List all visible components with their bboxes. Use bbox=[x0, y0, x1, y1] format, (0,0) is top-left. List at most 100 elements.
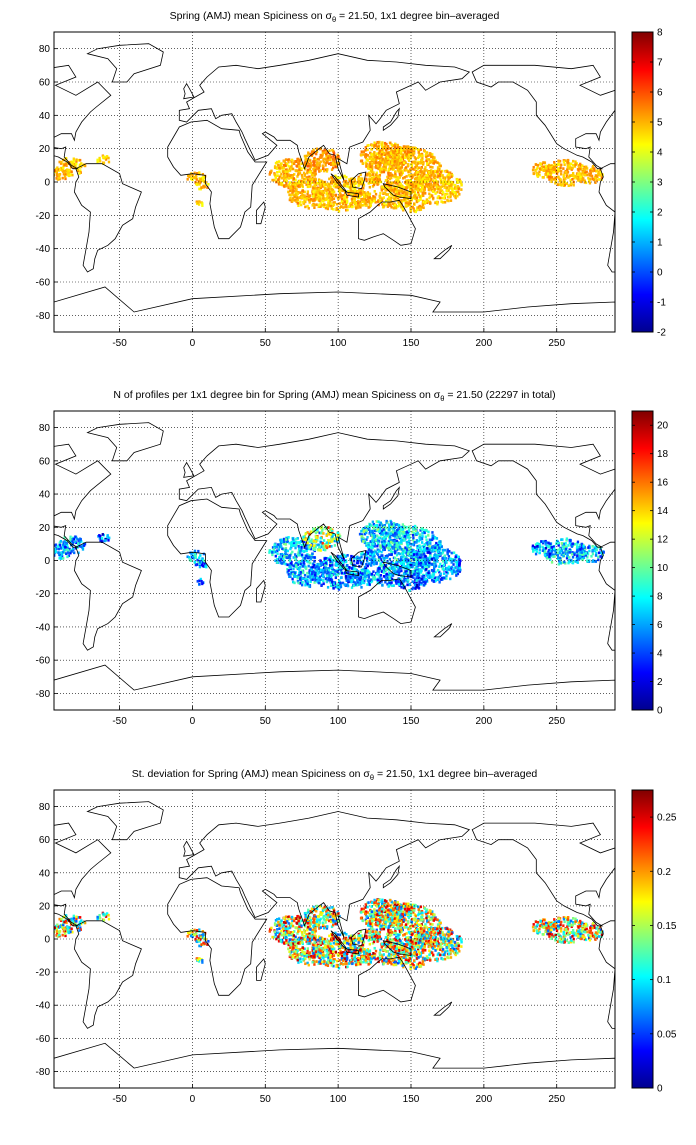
data-cell bbox=[418, 185, 420, 188]
data-cell bbox=[381, 151, 383, 154]
data-cell bbox=[371, 539, 373, 542]
data-cell bbox=[394, 174, 396, 177]
data-cell bbox=[387, 544, 389, 547]
data-cell bbox=[320, 532, 322, 535]
data-cell bbox=[313, 167, 315, 170]
data-cell bbox=[342, 561, 344, 564]
data-cell bbox=[451, 552, 453, 555]
data-cell bbox=[422, 194, 424, 197]
data-cell bbox=[334, 570, 336, 573]
data-cell bbox=[79, 164, 81, 167]
data-cell bbox=[201, 582, 203, 585]
data-cell bbox=[333, 191, 335, 194]
data-cell bbox=[60, 540, 62, 543]
data-cell bbox=[329, 185, 331, 188]
data-cell bbox=[400, 528, 402, 531]
data-cell bbox=[389, 142, 391, 145]
data-cell bbox=[304, 584, 306, 587]
data-cell bbox=[295, 564, 297, 567]
data-cell bbox=[301, 554, 303, 557]
data-cell bbox=[427, 200, 429, 203]
data-cell bbox=[300, 167, 302, 170]
data-cell bbox=[51, 170, 53, 173]
data-cell bbox=[315, 187, 317, 190]
data-cell bbox=[427, 534, 429, 537]
data-cell bbox=[585, 166, 587, 169]
panel-count: N of profiles per 1x1 degree bin for Spr… bbox=[0, 389, 669, 727]
data-cell bbox=[400, 541, 402, 544]
data-cell bbox=[373, 151, 375, 154]
data-cell bbox=[315, 193, 317, 196]
data-cell bbox=[203, 560, 205, 563]
data-cell bbox=[66, 555, 68, 558]
data-cell bbox=[539, 167, 541, 170]
data-cell bbox=[377, 142, 379, 145]
data-cell bbox=[422, 192, 424, 195]
data-cell bbox=[302, 577, 304, 580]
data-cell bbox=[595, 174, 597, 177]
data-cell bbox=[419, 533, 421, 536]
data-cell bbox=[325, 545, 327, 548]
data-cell bbox=[421, 188, 423, 191]
data-cell bbox=[353, 584, 355, 587]
data-cell bbox=[320, 537, 322, 540]
data-cell bbox=[385, 536, 387, 539]
data-cell bbox=[311, 572, 313, 575]
data-cell bbox=[350, 571, 352, 574]
data-cell bbox=[372, 532, 374, 535]
data-cell bbox=[74, 535, 76, 538]
data-cell bbox=[338, 555, 340, 558]
data-cell bbox=[399, 183, 401, 186]
data-cell bbox=[394, 188, 396, 191]
data-cell bbox=[280, 545, 282, 548]
data-cell bbox=[408, 151, 410, 154]
data-cell bbox=[319, 162, 321, 165]
data-cell bbox=[434, 170, 436, 173]
data-cell bbox=[401, 156, 403, 159]
data-cell bbox=[303, 178, 305, 181]
data-cell bbox=[448, 183, 450, 186]
data-cell bbox=[372, 157, 374, 160]
data-cell bbox=[428, 158, 430, 161]
data-cell bbox=[372, 195, 374, 198]
data-cell bbox=[289, 548, 291, 551]
data-cell bbox=[344, 583, 346, 586]
data-cell bbox=[532, 169, 534, 172]
data-cell bbox=[320, 549, 322, 552]
data-cell bbox=[453, 191, 455, 194]
data-cell bbox=[565, 171, 567, 174]
data-cell bbox=[50, 171, 52, 174]
data-cell bbox=[345, 561, 347, 564]
data-cell bbox=[326, 534, 328, 537]
data-cell bbox=[399, 159, 401, 162]
data-cell bbox=[387, 542, 389, 545]
data-cell bbox=[308, 185, 310, 188]
data-cell bbox=[322, 575, 324, 578]
data-cell bbox=[377, 542, 379, 545]
data-cell bbox=[197, 580, 199, 583]
data-cell bbox=[330, 533, 332, 536]
data-cell bbox=[308, 207, 310, 210]
y-tick-label: 20 bbox=[39, 144, 51, 155]
data-cell bbox=[363, 193, 365, 196]
data-cell bbox=[390, 526, 392, 529]
data-cell bbox=[381, 189, 383, 192]
data-cell bbox=[424, 192, 426, 195]
data-cell bbox=[407, 553, 409, 556]
data-cell bbox=[361, 199, 363, 202]
x-tick-label: 200 bbox=[476, 338, 493, 349]
data-cell bbox=[374, 524, 376, 527]
data-cell bbox=[366, 163, 368, 166]
data-cell bbox=[197, 550, 199, 553]
data-cell bbox=[386, 176, 388, 179]
data-cell bbox=[407, 544, 409, 547]
data-cell bbox=[309, 569, 311, 572]
data-cell bbox=[365, 178, 367, 181]
data-cell bbox=[406, 541, 408, 544]
title-tail: = 21.50 (22297 in total) bbox=[444, 389, 555, 401]
data-cell bbox=[410, 154, 412, 157]
data-cell bbox=[374, 190, 376, 193]
data-cell bbox=[329, 191, 331, 194]
data-cell bbox=[429, 175, 431, 178]
data-cell bbox=[389, 536, 391, 539]
